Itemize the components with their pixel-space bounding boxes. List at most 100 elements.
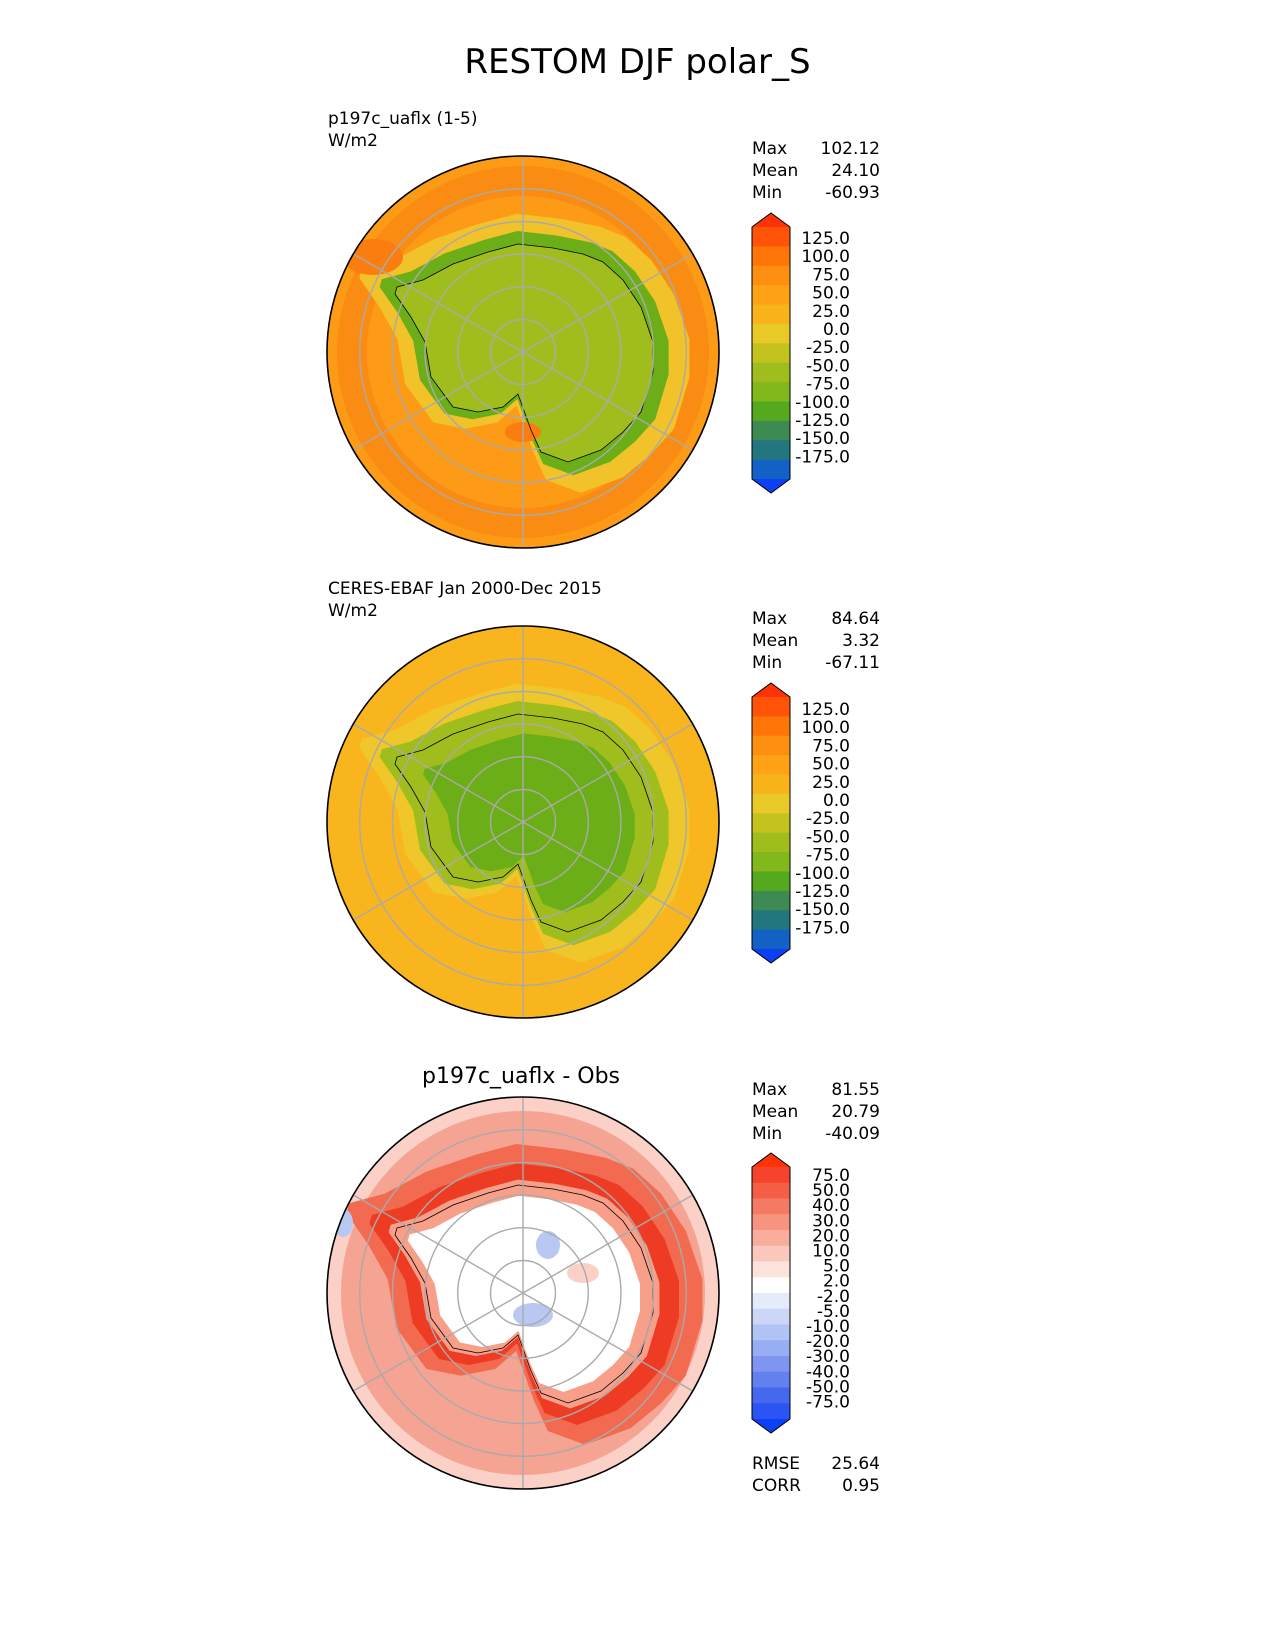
stat-label: Max (752, 139, 788, 159)
colorbar-extend-max (752, 213, 790, 227)
colorbar-segment (752, 832, 790, 853)
panel3-title: p197c_uaflx - Obs (422, 1064, 621, 1089)
colorbar-segment (752, 1277, 790, 1294)
panel1-stats: Max 102.12 Mean 24.10 Min -60.93 (752, 138, 880, 204)
colorbar-extend-min (752, 1419, 790, 1433)
meridian-line (352, 1292, 524, 1392)
colorbar-segment (752, 304, 790, 325)
colorbar-segment (752, 1308, 790, 1325)
map-boundary (326, 155, 720, 549)
colorbar-tick-label: 100.0 (801, 718, 850, 738)
colorbar-outline (751, 212, 791, 494)
colorbar-segment (752, 440, 790, 461)
metric-label: CORR (752, 1476, 801, 1496)
meridian-line (352, 351, 524, 451)
colorbar-segment (752, 1198, 790, 1215)
metric-label: RMSE (752, 1454, 801, 1474)
stat-value: 24.10 (831, 161, 880, 181)
polar-map-2 (326, 625, 720, 1019)
meridian-line (522, 821, 694, 921)
stat-value: 20.79 (831, 1102, 880, 1122)
colorbar-3: 75.050.040.030.020.010.05.02.0-2.0-5.0-1… (751, 1152, 850, 1434)
colorbar-segment (752, 227, 790, 247)
colorbar-tick-label: 100.0 (801, 247, 850, 267)
colorbar-segment (752, 285, 790, 306)
colorbar-tick-label: -175.0 (795, 447, 850, 467)
colorbar-segment (752, 1403, 790, 1420)
panel2-title: CERES-EBAF Jan 2000-Dec 2015 W/m2 (328, 578, 602, 622)
metric-corr-row: CORR 0.95 (752, 1475, 880, 1497)
meridian-line (522, 1292, 694, 1392)
metric-rmse-row: RMSE 25.64 (752, 1453, 880, 1475)
colorbar-tick-label: -30.0 (806, 1347, 850, 1367)
colorbar-tick-label: -50.0 (806, 356, 850, 376)
colorbar-segment (752, 697, 790, 717)
stat-mean-row: Mean 24.10 (752, 160, 880, 182)
colorbar-segment (752, 1182, 790, 1199)
coastline (394, 243, 654, 463)
colorbar-tick-label: -75.0 (806, 846, 850, 866)
panel1-title: p197c_uaflx (1-5) W/m2 (328, 108, 477, 152)
colorbar-1: 125.0100.075.050.025.00.0-25.0-50.0-75.0… (751, 212, 850, 494)
stat-label: Mean (752, 1102, 799, 1122)
stat-label: Mean (752, 631, 799, 651)
positive-patch (567, 1263, 599, 1283)
meridian-line (522, 1194, 694, 1294)
colorbar-extend-min (752, 479, 790, 493)
metric-value: 25.64 (831, 1454, 880, 1474)
meridian-line (352, 253, 524, 353)
colorbar-segment (752, 929, 790, 950)
negative-patch (536, 1231, 560, 1259)
colorbar-extend-min (752, 949, 790, 963)
colorbar-tick-label: -50.0 (806, 1377, 850, 1397)
coastline (394, 713, 654, 933)
stat-mean-row: Mean 20.79 (752, 1101, 880, 1123)
colorbar-extend-max (752, 1153, 790, 1167)
meridian-line (352, 821, 524, 921)
colorbar-tick-label: 75.0 (812, 736, 850, 756)
stat-min-row: Min -67.11 (752, 652, 880, 674)
colorbar-tick-label: -100.0 (795, 393, 850, 413)
panel2-units-line: W/m2 (328, 601, 378, 621)
stat-label: Max (752, 609, 788, 629)
stat-value: 84.64 (831, 609, 880, 629)
meridian-line (352, 1194, 524, 1294)
stat-label: Mean (752, 161, 799, 181)
colorbar-tick-label: -150.0 (795, 429, 850, 449)
colorbar-segment (752, 890, 790, 911)
colorbar-tick-label: -150.0 (795, 900, 850, 920)
colorbar-segment (752, 343, 790, 364)
colorbar-tick-label: 5.0 (823, 1257, 850, 1277)
high-flux-patch (343, 239, 403, 275)
stat-min-row: Min -40.09 (752, 1123, 880, 1145)
colorbar-outline (751, 682, 791, 964)
colorbar-tick-label: 40.0 (812, 1196, 850, 1216)
colorbar-segment (752, 265, 790, 286)
colorbar-tick-label: -75.0 (806, 375, 850, 395)
colorbar-tick-label: 50.0 (812, 755, 850, 775)
colorbar-tick-label: 50.0 (812, 284, 850, 304)
stat-max-row: Max 102.12 (752, 138, 880, 160)
colorbar-tick-label: -25.0 (806, 809, 850, 829)
colorbar-segment (752, 420, 790, 441)
colorbar-segment (752, 1214, 790, 1231)
colorbar-segment (752, 813, 790, 834)
colorbar-segment (752, 459, 790, 480)
stat-max-row: Max 84.64 (752, 608, 880, 630)
colorbar-2: 125.0100.075.050.025.00.0-25.0-50.0-75.0… (751, 682, 850, 964)
colorbar-tick-label: 2.0 (823, 1272, 850, 1292)
colorbar-extend-max (752, 683, 790, 697)
stat-value: 3.32 (842, 631, 880, 651)
colorbar-segment (752, 871, 790, 892)
colorbar-tick-label: -25.0 (806, 338, 850, 358)
stat-value: 81.55 (831, 1080, 880, 1100)
colorbar-tick-label: 25.0 (812, 302, 850, 322)
colorbar-tick-label: 20.0 (812, 1226, 850, 1246)
colorbar-segment (752, 1371, 790, 1388)
colorbar-segment (752, 1230, 790, 1247)
page-title: RESTOM DJF polar_S (464, 42, 811, 82)
meridian-line (522, 723, 694, 823)
colorbar-segment (752, 1261, 790, 1278)
